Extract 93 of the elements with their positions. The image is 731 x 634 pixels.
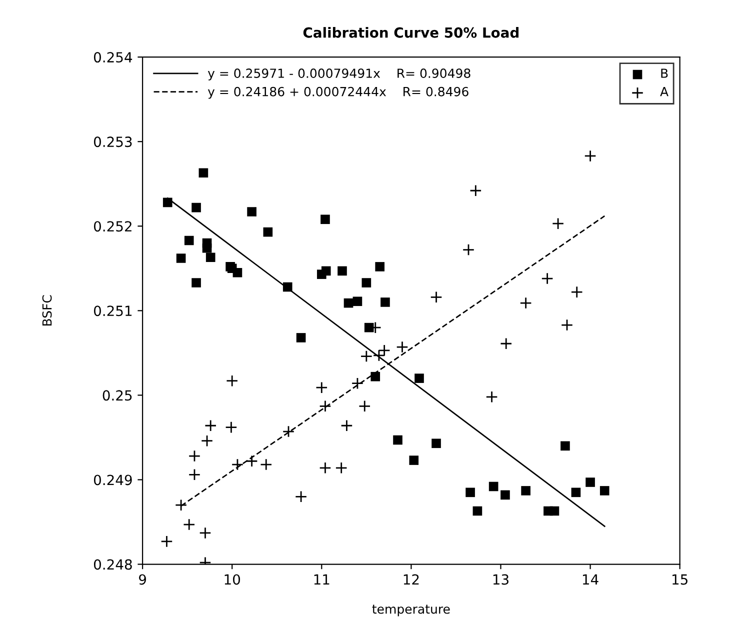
y-axis-title: BSFC <box>42 295 52 326</box>
point <box>500 490 510 500</box>
x-tick-label: 11 <box>314 574 330 585</box>
point <box>319 400 332 412</box>
point <box>340 420 353 432</box>
chart-title: Calibration Curve 50% Load <box>303 27 518 38</box>
point <box>520 296 532 310</box>
x-tick-label: 10 <box>224 574 240 585</box>
point <box>375 262 385 272</box>
y-tick-label: 0.254 <box>94 52 132 63</box>
point <box>472 506 482 516</box>
y-tick-label: 0.252 <box>94 221 132 232</box>
point <box>198 168 208 178</box>
point <box>571 488 581 498</box>
point <box>206 252 216 262</box>
point <box>462 244 475 256</box>
point <box>320 214 330 224</box>
point <box>393 435 402 445</box>
point <box>570 286 583 298</box>
point <box>338 266 347 276</box>
point <box>432 438 441 448</box>
point <box>160 535 173 548</box>
point <box>586 478 595 487</box>
point <box>225 421 238 434</box>
point <box>246 455 258 468</box>
point <box>162 198 172 208</box>
point <box>380 298 390 307</box>
point <box>352 296 362 306</box>
point <box>183 518 196 531</box>
legend-label: y = 0.24186 + 0.00072444x R= 0.8496 <box>208 86 468 99</box>
point <box>199 526 212 540</box>
x-tick-label: 13 <box>493 574 508 585</box>
x-tick-label: 15 <box>672 574 688 585</box>
point <box>184 236 194 246</box>
point <box>600 486 610 496</box>
point <box>316 382 328 394</box>
point <box>430 291 442 304</box>
point <box>202 243 212 253</box>
point <box>282 282 292 292</box>
point <box>360 350 372 362</box>
point <box>560 318 574 332</box>
point <box>560 441 570 451</box>
point <box>358 400 371 412</box>
point <box>500 338 512 350</box>
point <box>247 207 256 216</box>
x-tick-label: 9 <box>139 574 146 585</box>
point <box>200 434 214 447</box>
x-axis-title: temperature <box>372 604 450 616</box>
point <box>321 266 331 276</box>
point <box>231 458 244 471</box>
point <box>370 372 380 382</box>
point <box>486 390 498 403</box>
point <box>470 184 482 197</box>
point <box>521 486 530 496</box>
x-tick-label: 12 <box>404 574 419 585</box>
legend-label: B <box>661 68 668 78</box>
point <box>396 340 408 354</box>
point <box>335 462 348 474</box>
point <box>584 150 596 162</box>
point <box>226 374 238 387</box>
point <box>466 488 475 498</box>
point <box>174 499 188 512</box>
point <box>188 450 201 462</box>
point <box>188 468 201 481</box>
point <box>232 268 242 278</box>
point <box>351 377 364 390</box>
legend-label: y = 0.25971 - 0.00079491x R= 0.90498 <box>208 68 470 80</box>
y-tick-label: 0.249 <box>94 474 132 486</box>
point <box>409 456 419 465</box>
point <box>192 278 201 288</box>
legend-label: A <box>660 87 668 96</box>
point <box>192 202 201 212</box>
point <box>260 458 272 471</box>
point <box>550 506 560 516</box>
point <box>414 374 424 383</box>
point <box>552 218 564 230</box>
point <box>319 462 332 474</box>
point <box>344 298 354 308</box>
point <box>364 322 374 332</box>
point <box>204 420 217 432</box>
y-tick-label: 0.251 <box>94 306 132 316</box>
point <box>294 490 308 503</box>
point <box>176 254 186 263</box>
y-tick-label: 0.25 <box>102 390 132 401</box>
x-tick-label: 14 <box>582 574 598 585</box>
y-tick-label: 0.253 <box>94 136 132 148</box>
point <box>263 227 273 237</box>
y-tick-label: 0.248 <box>94 559 132 570</box>
point <box>282 425 295 438</box>
point <box>541 272 554 285</box>
point <box>488 482 498 492</box>
point <box>362 278 372 288</box>
point <box>296 333 306 342</box>
